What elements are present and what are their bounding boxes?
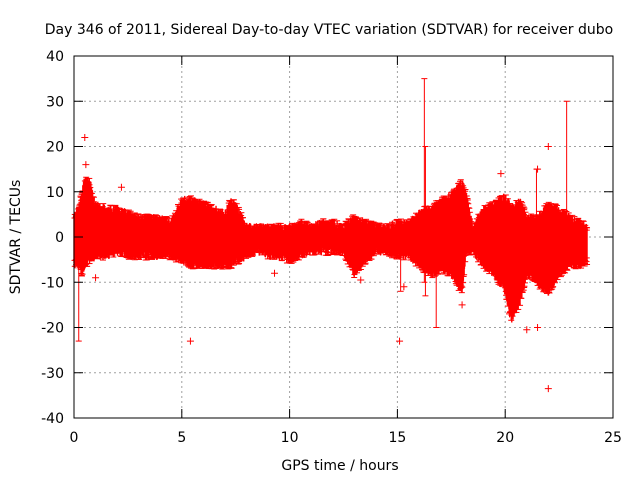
outlier-point [396,337,404,345]
chart-title: Day 346 of 2011, Sidereal Day-to-day VTE… [45,22,613,38]
outlier-point [81,133,89,141]
y-tick-label: 20 [46,140,64,156]
outlier-point [82,161,90,169]
y-tick-label: 30 [46,94,64,110]
x-axis-label: GPS time / hours [281,458,398,474]
outlier-point [92,274,100,282]
y-tick-label: 40 [46,49,64,65]
outlier-point [534,165,542,173]
outlier-point [357,276,365,284]
outlier-point [523,326,531,334]
x-tick-label: 5 [177,430,186,446]
y-axis-label: SDTVAR / TECUs [8,180,24,295]
outlier-point [458,301,466,309]
y-tick-label: -30 [41,366,64,382]
y-tick-label: -10 [41,275,64,291]
y-tick-label: 0 [55,230,64,246]
x-tick-label: 10 [281,430,299,446]
data-series [71,78,591,393]
outlier-point [186,337,194,345]
outlier-point [506,310,514,318]
x-tick-label: 25 [604,430,622,446]
y-tick-label: 10 [46,185,64,201]
x-tick-label: 0 [70,430,79,446]
outlier-point [400,283,408,291]
y-tick-label: -40 [41,411,64,427]
outlier-point [117,183,125,191]
x-tick-label: 15 [388,430,406,446]
outlier-point [544,143,552,150]
outlier-point [497,170,505,178]
x-tick-label: 20 [496,430,514,446]
outlier-point [544,385,552,393]
axis-ticks: -40 -30 -20 -10 0 10 20 30 40 0 5 10 15 20 25 [41,49,622,446]
outlier-point [534,324,542,331]
outlier-point [271,269,279,277]
y-tick-label: -20 [41,321,64,337]
